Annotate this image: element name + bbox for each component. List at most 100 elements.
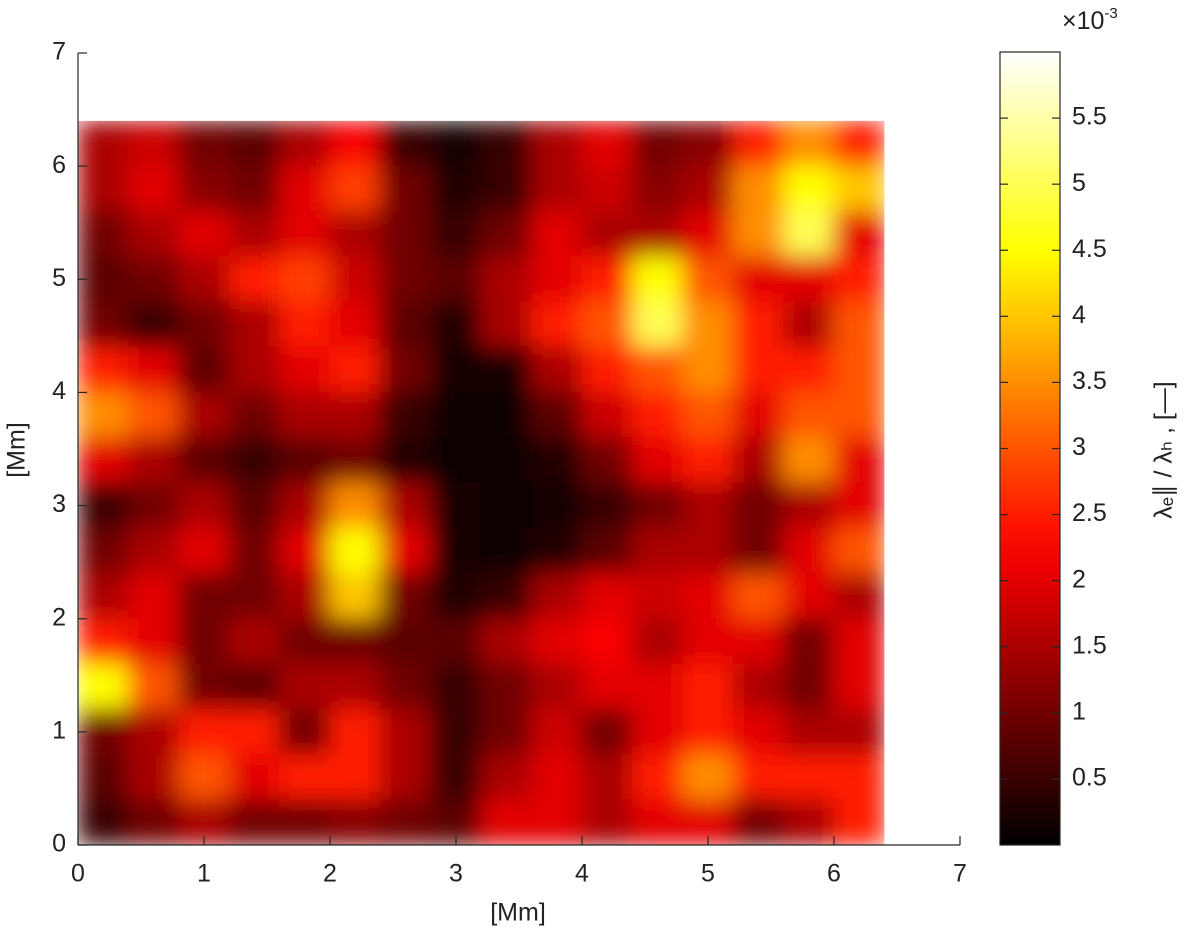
heatmap-cell [127,663,180,710]
heatmap-cell [78,346,129,393]
heatmap-cell [228,527,281,574]
heatmap-cell [127,301,180,348]
heatmap-cell [480,527,533,574]
heatmap-cell [531,663,583,710]
heatmap-cell [329,663,381,710]
x-tick-label: 0 [71,860,85,888]
heatmap-cell [78,165,129,212]
heatmap-cell [329,391,381,439]
heatmap-cell [631,663,684,710]
heatmap-cell [833,799,885,845]
heatmap-cell [279,482,331,529]
heatmap-cell [379,527,432,574]
heatmap-cell [631,301,684,348]
heatmap-cell [379,391,432,439]
heatmap-cell [279,618,331,665]
heatmap-cell [783,799,835,845]
heatmap-cell [78,391,129,439]
x-tick-label: 6 [827,860,841,888]
heatmap-cell [480,210,533,258]
heatmap-cell [279,572,331,620]
heatmap-cell [833,437,885,484]
heatmap-cell [127,391,180,439]
heatmap-cell [279,346,331,393]
heatmap-cell [329,165,381,212]
y-tick-label: 7 [52,38,66,66]
heatmap-cell [127,572,180,620]
heatmap-cell [833,346,885,393]
heatmap-cell [581,482,633,529]
heatmap-cell [833,301,885,348]
heatmap-cell [279,799,331,845]
heatmap-cell [631,799,684,845]
heatmap-cell [430,301,482,348]
heatmap-cell [178,663,230,710]
heatmap-cell [178,527,230,574]
heatmap-cell [631,618,684,665]
heatmap-cell [228,165,281,212]
heatmap-cell [329,256,381,303]
heatmap-cell [732,799,785,845]
heatmap-cell [531,391,583,439]
heatmap-cell [430,210,482,258]
heatmap-cell [127,482,180,529]
heatmap-cell [430,753,482,801]
heatmap-cell [228,663,281,710]
heatmap-cell [531,572,583,620]
heatmap-cell [480,753,533,801]
heatmap-cell [732,618,785,665]
heatmap-cell [783,482,835,529]
heatmap-cell [581,391,633,439]
heatmap-cell [833,618,885,665]
heatmap-cell [329,120,381,167]
heatmap-cell [682,120,734,167]
heatmap-cell [531,210,583,258]
heatmap-cell [732,256,785,303]
heatmap-cell [732,527,785,574]
heatmap-cell [379,753,432,801]
y-tick-label: 4 [52,377,66,405]
heatmap-cell [581,708,633,755]
colorbar-tick-label: 1.5 [1072,631,1107,659]
heatmap-cell [78,437,129,484]
heatmap-cell [127,708,180,755]
heatmap-cell [480,346,533,393]
heatmap-cell [228,346,281,393]
heatmap-cell [480,572,533,620]
x-tick-label: 4 [575,860,589,888]
x-axis-label: [Mm] [490,899,546,927]
heatmap-cell [631,346,684,393]
heatmap-cell [430,527,482,574]
heatmap-cell [581,663,633,710]
heatmap-cell [430,663,482,710]
heatmap-cell [379,256,432,303]
heatmap-cell [631,120,684,167]
heatmap-cell [279,301,331,348]
heatmap-cell [78,301,129,348]
heatmap-cell [531,346,583,393]
heatmap-cell [783,256,835,303]
heatmap-cell [279,437,331,484]
colorbar-label: λₑ∥ / λₕ , [—] [1150,381,1178,518]
heatmap-cell [480,618,533,665]
heatmap-cell [783,301,835,348]
heatmap-cell [531,799,583,845]
heatmap-cell [682,346,734,393]
heatmap-cell [127,437,180,484]
y-tick-label: 5 [52,264,66,292]
heatmap-cell [480,482,533,529]
colorbar [999,51,1061,846]
heatmap-cell [430,572,482,620]
heatmap-cell [833,120,885,167]
x-tick-label: 3 [449,860,463,888]
heatmap-cell [78,572,129,620]
heatmap-cell [178,482,230,529]
heatmap-cell [833,663,885,710]
heatmap-cell [228,256,281,303]
heatmap-cell [631,437,684,484]
heatmap-cell [379,618,432,665]
heatmap-cell [682,572,734,620]
colorbar-scale: ×10-3 [1062,5,1118,35]
heatmap-cell [279,708,331,755]
